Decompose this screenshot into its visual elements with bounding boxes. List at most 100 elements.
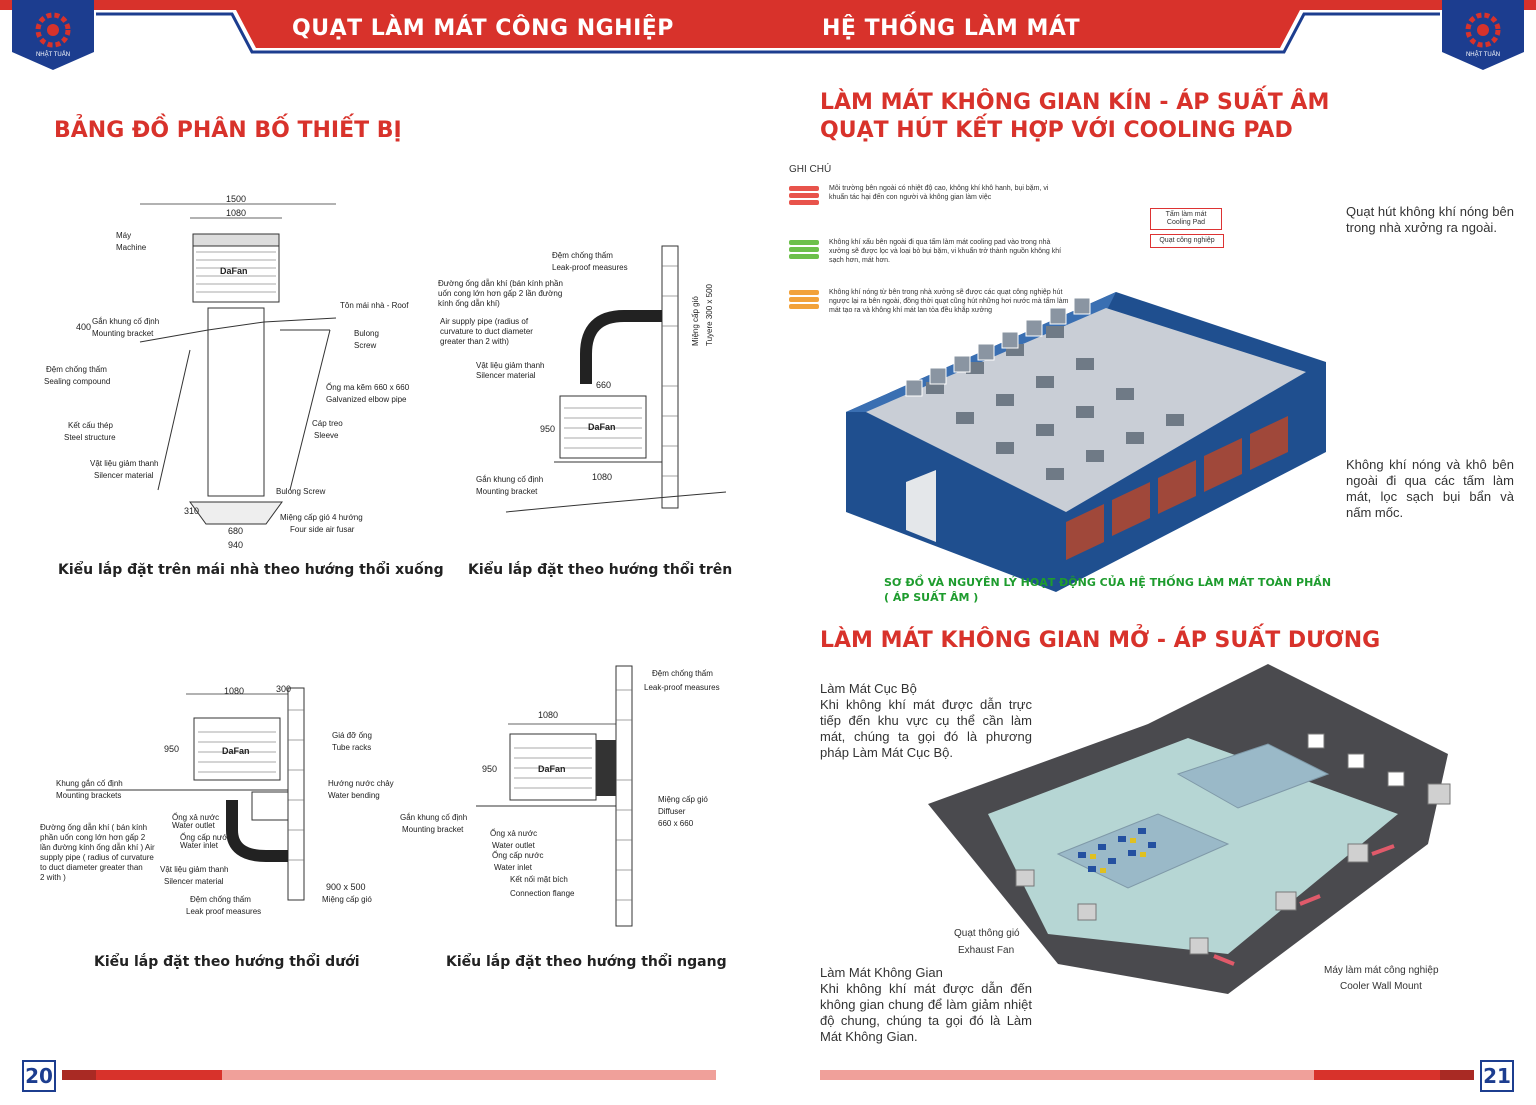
label: Leak-proof measures bbox=[644, 683, 720, 692]
orange-arrows-icon bbox=[789, 290, 823, 309]
space-cooling-text: Khi không khí mát được dẫn đến không gia… bbox=[820, 981, 1032, 1044]
label: Miệng cấp gió bbox=[658, 795, 708, 804]
caption-roof-mount: Kiểu lắp đặt trên mái nhà theo hướng thổ… bbox=[58, 562, 444, 578]
dim-label: 940 bbox=[228, 540, 243, 550]
label: lần đường kính ống dẫn khí ) Air bbox=[40, 843, 155, 852]
label: Gắn khung cố định bbox=[92, 317, 159, 326]
footer-bar-light bbox=[820, 1070, 1314, 1080]
local-cooling-text: Khi không khí mát được dẫn trực tiếp đến… bbox=[820, 697, 1032, 760]
brand-label: DaFan bbox=[220, 266, 248, 276]
label: Bulong Screw bbox=[276, 487, 326, 496]
label: Mounting bracket bbox=[92, 329, 154, 338]
page-number-right: 21 bbox=[1480, 1060, 1514, 1092]
dim-label: 950 bbox=[164, 744, 179, 754]
label: Đường ống dẫn khí (bán kính phần bbox=[438, 279, 563, 288]
left-page-title: BẢNG ĐỒ PHÂN BỐ THIẾT BỊ bbox=[54, 118, 402, 143]
closed-factory-illustration bbox=[846, 292, 1326, 592]
legend-heading: GHI CHÚ bbox=[789, 164, 832, 175]
footer-bar-dark bbox=[1440, 1070, 1474, 1080]
space-cooling-heading: Làm Mát Không Gian bbox=[820, 965, 943, 980]
caption-horizontal-blow: Kiểu lắp đặt theo hướng thổi ngang bbox=[446, 954, 727, 970]
label: Steel structure bbox=[64, 433, 116, 442]
label: Máy bbox=[116, 231, 131, 240]
label: Miệng cấp gió bbox=[322, 895, 372, 904]
exhaust-fan-label-vi: Quạt thông gió bbox=[954, 928, 1020, 939]
legend-text: Không khí nóng từ bên trong nhà xưởng sẽ… bbox=[829, 289, 1069, 314]
exhaust-fan-label-en: Exhaust Fan bbox=[958, 945, 1015, 956]
label: kính ống dẫn khí) bbox=[438, 299, 500, 308]
green-caption-line1: SƠ ĐỒ VÀ NGUYÊN LÝ HOẠT ĐỘNG CỦA HỆ THỐN… bbox=[884, 576, 1332, 589]
label: Ống xả nước bbox=[490, 828, 537, 838]
logo-text: NHẬT TUẤN bbox=[1466, 51, 1500, 58]
logo-text: NHẬT TUẤN bbox=[36, 51, 70, 58]
dim-label: 680 bbox=[228, 526, 243, 536]
label: Miệng cấp gió 4 hướng bbox=[280, 513, 363, 522]
label: Sealing compound bbox=[44, 377, 110, 386]
brand-label: DaFan bbox=[222, 746, 250, 756]
dim-label: 1080 bbox=[592, 472, 612, 482]
page-number-left: 20 bbox=[22, 1060, 56, 1092]
caption-bottom-blow: Kiểu lắp đặt theo hướng thổi dưới bbox=[94, 954, 360, 970]
label: Four side air fusar bbox=[290, 525, 355, 534]
dim-label: 900 x 500 bbox=[326, 882, 366, 892]
label: Water inlet bbox=[494, 863, 533, 872]
callout-cooling-pad: Tấm làm mát Cooling Pad bbox=[1150, 208, 1222, 230]
diagram-roof-mount: 1500 1080 DaFan Máy Machine Tôn mái nhà … bbox=[44, 194, 410, 550]
label: 660 x 660 bbox=[658, 819, 694, 828]
label: Tube racks bbox=[332, 743, 371, 752]
label: Water inlet bbox=[180, 841, 219, 850]
dim-label: 400 bbox=[76, 322, 91, 332]
diagram-bottom-blow: DaFan 1080 300 950 900 x 500 Giá đỡ ống … bbox=[40, 684, 394, 916]
label: greater than 2 with) bbox=[440, 337, 509, 346]
label: Machine bbox=[116, 243, 147, 252]
label: Mounting bracket bbox=[476, 487, 538, 496]
label: Mounting brackets bbox=[56, 791, 121, 800]
dim-label: 1080 bbox=[224, 686, 244, 696]
label: Miệng cấp gió bbox=[691, 296, 700, 346]
label: Ống cấp nước bbox=[180, 832, 232, 842]
right-title-line2: QUẠT HÚT KẾT HỢP VỚI COOLING PAD bbox=[820, 118, 1293, 143]
label: Đệm chống thấm bbox=[652, 669, 713, 678]
legend-text: Môi trường bên ngoài có nhiệt độ cao, kh… bbox=[829, 185, 1049, 201]
local-cooling-heading: Làm Mát Cục Bộ bbox=[820, 681, 917, 696]
label: Mounting bracket bbox=[402, 825, 464, 834]
label: Hướng nước chảy bbox=[328, 779, 394, 788]
note-exhaust: Quạt hút không khí nóng bên trong nhà xư… bbox=[1346, 204, 1514, 235]
legend-item-exhaust-air: Không khí nóng từ bên trong nhà xưởng sẽ… bbox=[789, 288, 1068, 314]
label: Screw bbox=[354, 341, 376, 350]
note-intake: Không khí nóng và khô bên ngoài đi qua c… bbox=[1346, 457, 1514, 520]
footer-bar-red bbox=[96, 1070, 222, 1080]
label: 2 with ) bbox=[40, 873, 66, 882]
header-band: QUẠT LÀM MÁT CÔNG NGHIỆP HỆ THỐNG LÀM MÁ… bbox=[0, 0, 1536, 56]
label: Water bending bbox=[328, 791, 380, 800]
label: Connection flange bbox=[510, 889, 575, 898]
label: Vật liệu giảm thanh bbox=[90, 459, 159, 468]
label: curvature to duct diameter bbox=[440, 327, 533, 336]
callout-industrial-fan: Quạt công nghiệp bbox=[1150, 234, 1224, 248]
callout-text: Tấm làm mát bbox=[1165, 211, 1207, 218]
footer-bar-dark bbox=[62, 1070, 96, 1080]
label: Air supply pipe (radius of bbox=[440, 317, 529, 326]
label: Leak-proof measures bbox=[552, 263, 628, 272]
green-arrows-icon bbox=[789, 240, 823, 259]
company-logo-left: NHẬT TUẤN bbox=[12, 0, 94, 70]
label: Silencer material bbox=[476, 371, 536, 380]
right-title-line1: LÀM MÁT KHÔNG GIAN KÍN - ÁP SUẤT ÂM bbox=[820, 90, 1330, 115]
dim-label: 660 bbox=[596, 380, 611, 390]
label: Vật liệu giảm thanh bbox=[160, 865, 229, 874]
label: Đệm chống thấm bbox=[190, 895, 251, 904]
diagram-horizontal-blow: DaFan 1080 950 Đệm chống thấm Leak-proof… bbox=[400, 665, 720, 927]
cooler-label-vi: Máy làm mát công nghiệp bbox=[1324, 965, 1439, 976]
label: Cáp treo bbox=[312, 419, 343, 428]
label: Silencer material bbox=[164, 877, 224, 886]
dim-label: 300 bbox=[276, 684, 291, 694]
label: Silencer material bbox=[94, 471, 154, 480]
label: Diffuser bbox=[658, 807, 686, 816]
caption-top-blow: Kiểu lắp đặt theo hướng thổi trên bbox=[468, 562, 733, 578]
diagram-top-blow: DaFan 660 950 1080 Đệm chống thấm Leak-p… bbox=[438, 245, 726, 513]
label: Water outlet bbox=[172, 821, 216, 830]
label: supply pipe ( radius of curvature bbox=[40, 853, 154, 862]
dim-label: 1500 bbox=[226, 194, 246, 204]
label: Leak proof measures bbox=[186, 907, 261, 916]
legend-item-hot-air: Môi trường bên ngoài có nhiệt độ cao, kh… bbox=[789, 184, 1048, 205]
